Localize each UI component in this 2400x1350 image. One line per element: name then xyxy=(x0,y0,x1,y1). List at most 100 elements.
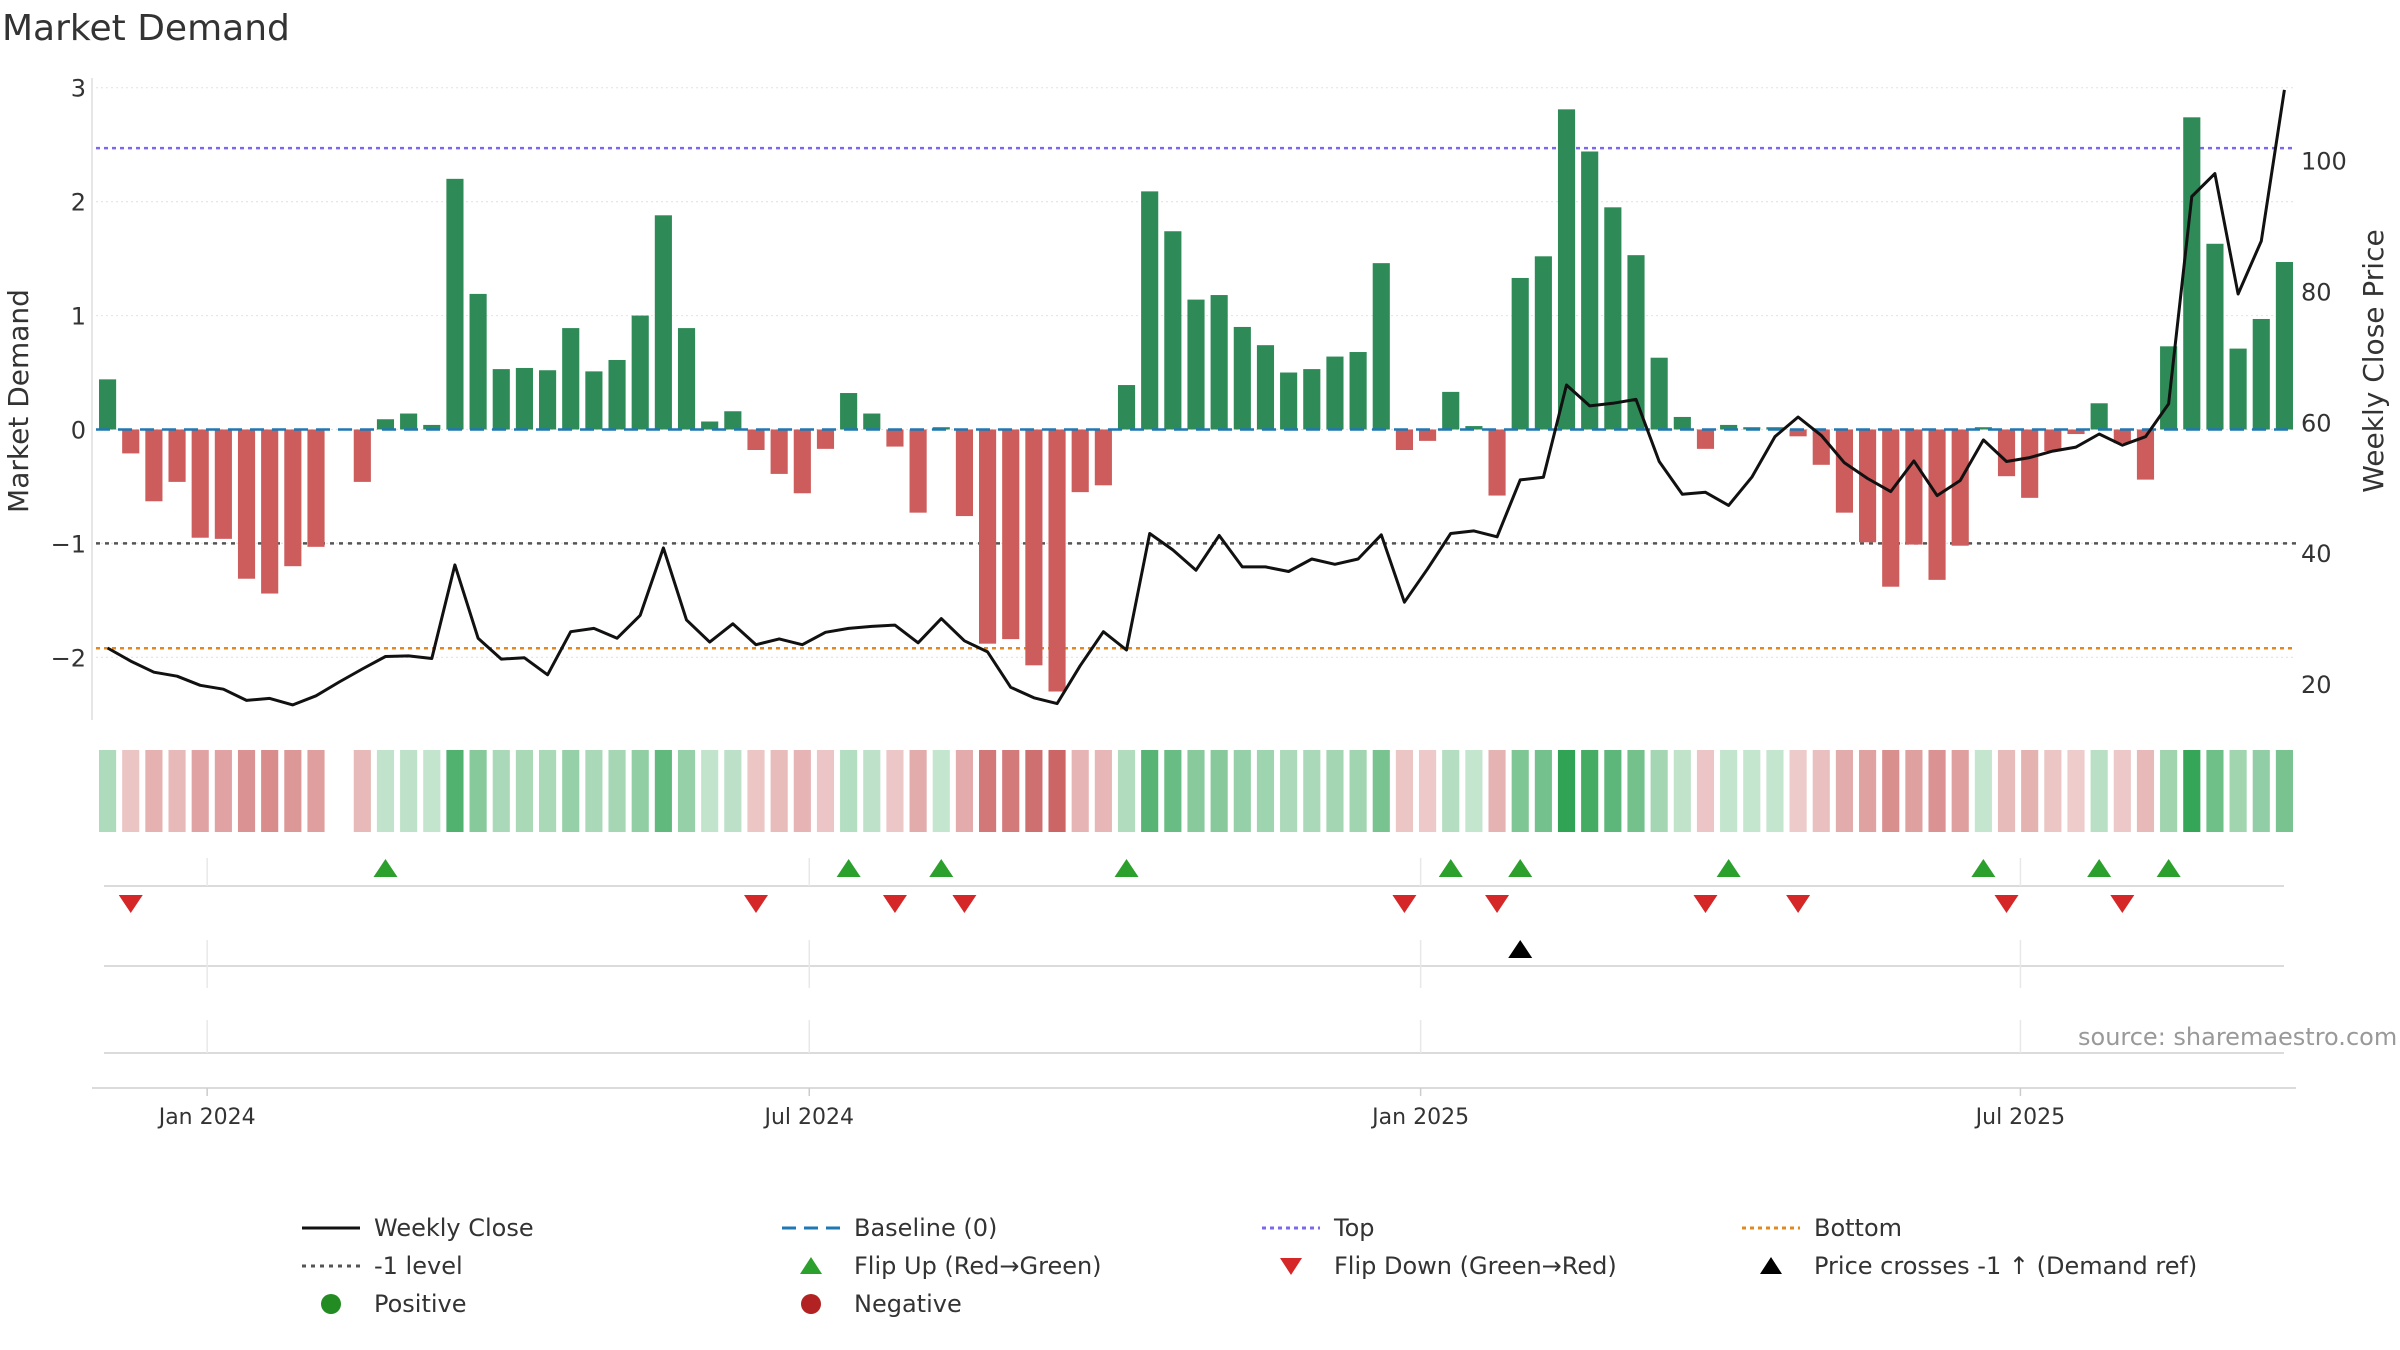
flip-up-marker xyxy=(2156,859,2181,877)
demand-bar-positive xyxy=(376,419,395,430)
axes: 3 2 1 0 −1 −2 Market Demand 100 80 60 40 20 Weekly C… xyxy=(2,75,2390,720)
heat-cell-negative xyxy=(770,750,788,832)
demand-bar-negative xyxy=(145,429,163,502)
signal-markers xyxy=(104,858,2284,1054)
demand-bar-negative xyxy=(1789,429,1807,437)
demand-bar-positive xyxy=(724,411,742,430)
demand-bar-positive xyxy=(2183,117,2201,430)
heat-cell-positive xyxy=(1766,750,1784,832)
demand-bar-positive xyxy=(1164,231,1182,430)
demand-bar-negative xyxy=(1859,429,1877,543)
demand-bar-positive xyxy=(1141,191,1159,430)
heat-cell-negative xyxy=(1882,750,1900,832)
y-tick-label: 0 xyxy=(71,416,86,444)
demand-bar-positive xyxy=(1511,277,1529,430)
y2-tick-label: 20 xyxy=(2301,671,2332,699)
source-label: source: sharemaestro.com xyxy=(2078,1023,2398,1051)
heat-cell-negative xyxy=(1812,750,1830,832)
demand-bar-positive xyxy=(1673,416,1691,430)
flip-up-marker xyxy=(1716,859,1741,877)
flip-up-marker xyxy=(1114,859,1139,877)
heat-cell-positive xyxy=(1720,750,1738,832)
chart-title: Market Demand xyxy=(2,8,290,49)
demand-bar-positive xyxy=(1210,295,1228,430)
heat-cell-positive xyxy=(1326,750,1344,832)
y-axis-label: Market Demand xyxy=(2,289,35,513)
demand-bar-positive xyxy=(631,315,649,430)
demand-bar-positive xyxy=(400,413,418,430)
heat-cell-positive xyxy=(608,750,626,832)
demand-bar-negative xyxy=(214,429,232,539)
demand-bar-negative xyxy=(2067,429,2085,435)
demand-bar-positive xyxy=(423,424,441,430)
heat-cell-positive xyxy=(1210,750,1228,832)
demand-bar-positive xyxy=(1117,385,1136,430)
flip-up-marker xyxy=(373,859,398,877)
heat-cell-negative xyxy=(1048,750,1066,832)
heat-cell-negative xyxy=(1951,750,1969,832)
heat-cell-negative xyxy=(1928,750,1946,832)
legend-price-cross: Price crosses -1 ↑ (Demand ref) xyxy=(1740,1248,2197,1284)
triangle-down-icon xyxy=(1260,1248,1322,1284)
heat-cell-negative xyxy=(214,750,232,832)
demand-bar-negative xyxy=(1928,429,1946,580)
demand-bar-positive xyxy=(1604,207,1622,430)
heat-cell-positive xyxy=(585,750,603,832)
demand-bar-negative xyxy=(955,429,973,517)
heat-cell-negative xyxy=(191,750,209,832)
flip-up-marker xyxy=(929,859,954,877)
legend-dotted-icon xyxy=(1260,1210,1322,1246)
heat-cell-positive xyxy=(1117,750,1136,832)
demand-bar-positive xyxy=(1233,326,1251,430)
heat-cell-positive xyxy=(1372,750,1390,832)
demand-bar-positive xyxy=(1974,427,1992,430)
y2-tick-label: 40 xyxy=(2301,540,2332,568)
demand-bar-negative xyxy=(747,429,765,450)
heat-cell-positive xyxy=(840,750,858,832)
y-tick-label: 1 xyxy=(71,303,86,331)
heat-cell-positive xyxy=(1256,750,1275,832)
flip-down-marker xyxy=(2110,895,2135,913)
heat-cell-positive xyxy=(1673,750,1691,832)
legend-label: -1 level xyxy=(374,1252,463,1280)
heat-cell-negative xyxy=(353,750,371,832)
heat-cell-positive xyxy=(2206,750,2224,832)
heat-cell-negative xyxy=(1789,750,1807,832)
heat-cell-negative xyxy=(237,750,256,832)
demand-bar-positive xyxy=(2252,318,2270,430)
legend-flip-down: Flip Down (Green→Red) xyxy=(1260,1248,1617,1284)
demand-bar-positive xyxy=(2206,243,2224,430)
demand-bar-negative xyxy=(1696,429,1715,449)
price-cross-marker xyxy=(1508,940,1533,958)
legend-label: Weekly Close xyxy=(374,1214,534,1242)
demand-bar-positive xyxy=(840,393,858,430)
heat-cell-positive xyxy=(1534,750,1552,832)
flip-down-marker xyxy=(1485,895,1510,913)
heat-cell-negative xyxy=(1696,750,1715,832)
flip-down-marker xyxy=(1392,895,1417,913)
legend-dotted-icon xyxy=(300,1248,362,1284)
y-tick-label: 2 xyxy=(71,189,86,217)
heat-cell-positive xyxy=(1187,750,1205,832)
legend-label: Flip Up (Red→Green) xyxy=(854,1252,1102,1280)
heat-cell-positive xyxy=(631,750,649,832)
heat-cell-positive xyxy=(562,750,580,832)
demand-bars xyxy=(96,109,2296,692)
flip-down-marker xyxy=(1693,895,1718,913)
demand-bar-positive xyxy=(1349,352,1367,430)
demand-bar-positive xyxy=(2229,348,2247,430)
demand-bar-negative xyxy=(2021,429,2039,498)
legend-label: Flip Down (Green→Red) xyxy=(1334,1252,1617,1280)
demand-bar-positive xyxy=(1303,369,1321,430)
reference-lines xyxy=(96,146,2296,650)
flip-down-marker xyxy=(118,895,143,913)
heat-cell-positive xyxy=(492,750,510,832)
demand-bar-positive xyxy=(1650,357,1668,430)
heat-cell-positive xyxy=(1974,750,1992,832)
heat-cell-positive xyxy=(1743,750,1761,832)
heat-cell-positive xyxy=(400,750,418,832)
demand-heat-strip xyxy=(99,750,2293,832)
heat-cell-positive xyxy=(469,750,487,832)
demand-bar-positive xyxy=(1557,109,1576,430)
